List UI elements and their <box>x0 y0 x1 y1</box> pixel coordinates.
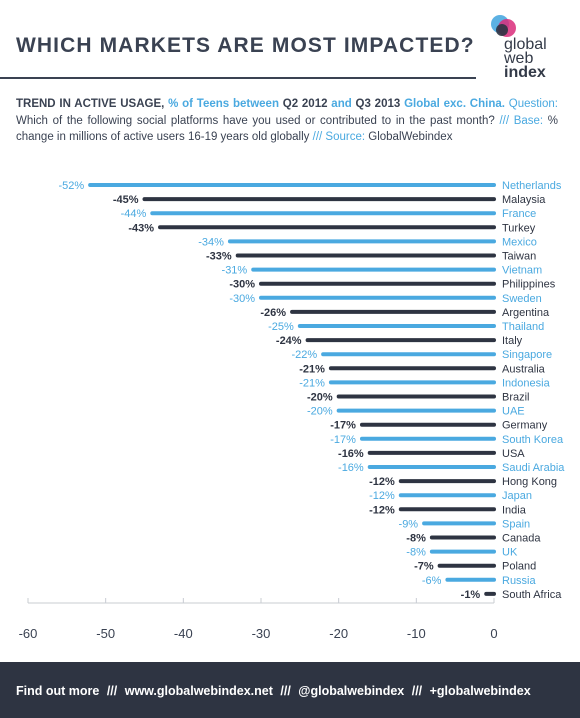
data-label: -7% <box>414 561 434 573</box>
category-label: Indonesia <box>502 377 551 389</box>
footer-bar: Find out more /// www.globalwebindex.net… <box>0 662 580 718</box>
category-label: South Korea <box>502 434 564 446</box>
category-label: Malaysia <box>502 194 546 206</box>
data-label: -21% <box>299 377 325 389</box>
page-title: WHICH MARKETS ARE MOST IMPACTED? <box>16 34 475 57</box>
twitter-link[interactable]: @globalwebindex <box>298 684 405 698</box>
base-label: Base: <box>513 114 544 127</box>
quarter-start: Q2 2012 <box>282 98 328 110</box>
category-label: Mexico <box>502 236 537 248</box>
logo-line-3: index <box>504 64 546 81</box>
x-tick-label: -30 <box>252 626 271 641</box>
data-label: -17% <box>330 434 356 446</box>
x-tick-label: -50 <box>96 626 115 641</box>
data-label: -52% <box>58 180 84 192</box>
category-label: Australia <box>502 363 546 375</box>
category-label: Vietnam <box>502 265 542 277</box>
source-text: GlobalWebindex <box>368 131 453 143</box>
x-tick-label: 0 <box>490 626 497 641</box>
question-text: Which of the following social platforms … <box>16 114 495 127</box>
find-out-more-label: Find out more <box>16 684 100 698</box>
category-label: Japan <box>502 490 532 502</box>
category-label: Brazil <box>502 392 530 404</box>
data-label: -34% <box>198 236 224 248</box>
category-label: Netherlands <box>502 180 562 192</box>
category-label: Germany <box>502 420 548 432</box>
data-label: -12% <box>369 490 395 502</box>
x-tick-label: -20 <box>329 626 348 641</box>
globalwebindex-logo[interactable]: global web index <box>486 12 556 92</box>
data-label: -33% <box>206 251 232 263</box>
and-text: and <box>331 98 352 110</box>
data-label: -12% <box>369 504 395 516</box>
category-label: Saudi Arabia <box>502 462 565 474</box>
data-label: -20% <box>307 392 333 404</box>
data-label: -1% <box>461 589 481 601</box>
scope-label: Global exc. China. <box>404 98 505 110</box>
separator: /// <box>499 114 510 127</box>
category-label: Taiwan <box>502 251 536 263</box>
logo-circles-icon <box>491 15 516 37</box>
data-label: -22% <box>291 349 317 361</box>
category-label: Italy <box>502 335 523 347</box>
data-label: -43% <box>128 222 154 234</box>
category-label: Spain <box>502 518 530 530</box>
data-label: -24% <box>276 335 302 347</box>
category-label: Turkey <box>502 222 536 234</box>
data-label: -16% <box>338 462 364 474</box>
footer-separator: /// <box>280 684 291 698</box>
data-label: -6% <box>422 575 442 587</box>
category-label: UAE <box>502 406 525 418</box>
footer-separator: /// <box>106 684 118 698</box>
category-label: India <box>502 504 527 516</box>
data-label: -17% <box>330 420 356 432</box>
category-label: South Africa <box>502 589 562 601</box>
logo-line-2: web <box>504 50 534 67</box>
data-label: -8% <box>406 547 426 559</box>
category-label: Thailand <box>502 321 544 333</box>
data-label: -12% <box>369 476 395 488</box>
quarter-end: Q3 2013 <box>355 98 401 110</box>
data-label: -30% <box>229 293 255 305</box>
category-label: UK <box>502 547 518 559</box>
separator: /// <box>312 131 323 143</box>
bar-chart: -52% Netherlands -45% Malaysia -44% France -43… <box>19 180 566 641</box>
website-link[interactable]: www.globalwebindex.net <box>124 684 273 698</box>
question-label: Question: <box>508 98 558 110</box>
data-label: -16% <box>338 448 364 460</box>
x-tick-label: -60 <box>19 626 38 641</box>
category-label: Argentina <box>502 307 550 319</box>
teens-label: % of Teens between <box>168 98 279 110</box>
category-label: Russia <box>502 575 537 587</box>
data-label: -8% <box>406 533 426 545</box>
data-label: -20% <box>307 406 333 418</box>
data-label: -31% <box>222 265 248 277</box>
data-label: -44% <box>121 208 147 220</box>
category-label: Canada <box>502 533 541 545</box>
data-label: -45% <box>113 194 139 206</box>
data-label: -30% <box>229 279 255 291</box>
logo-line-1: global <box>504 36 547 53</box>
category-label: Philippines <box>502 279 556 291</box>
category-label: USA <box>502 448 525 460</box>
source-label: Source: <box>325 131 366 143</box>
x-tick-label: -40 <box>174 626 193 641</box>
chart-description: TREND IN ACTIVE USAGE, % of Teens betwee… <box>16 96 558 146</box>
trend-label: TREND IN ACTIVE USAGE, <box>16 98 165 110</box>
x-tick-label: -10 <box>407 626 426 641</box>
title-divider <box>0 77 476 79</box>
category-label: Poland <box>502 561 536 573</box>
data-label: -21% <box>299 363 325 375</box>
data-label: -26% <box>260 307 286 319</box>
category-label: Sweden <box>502 293 542 305</box>
category-label: Singapore <box>502 349 552 361</box>
base-text: % change in millions of active users 16-… <box>16 114 559 144</box>
gplus-link[interactable]: +globalwebindex <box>429 684 531 698</box>
footer-separator: /// <box>411 684 423 698</box>
data-label: -25% <box>268 321 294 333</box>
category-label: France <box>502 208 536 220</box>
category-label: Hong Kong <box>502 476 557 488</box>
data-label: -9% <box>399 518 419 530</box>
